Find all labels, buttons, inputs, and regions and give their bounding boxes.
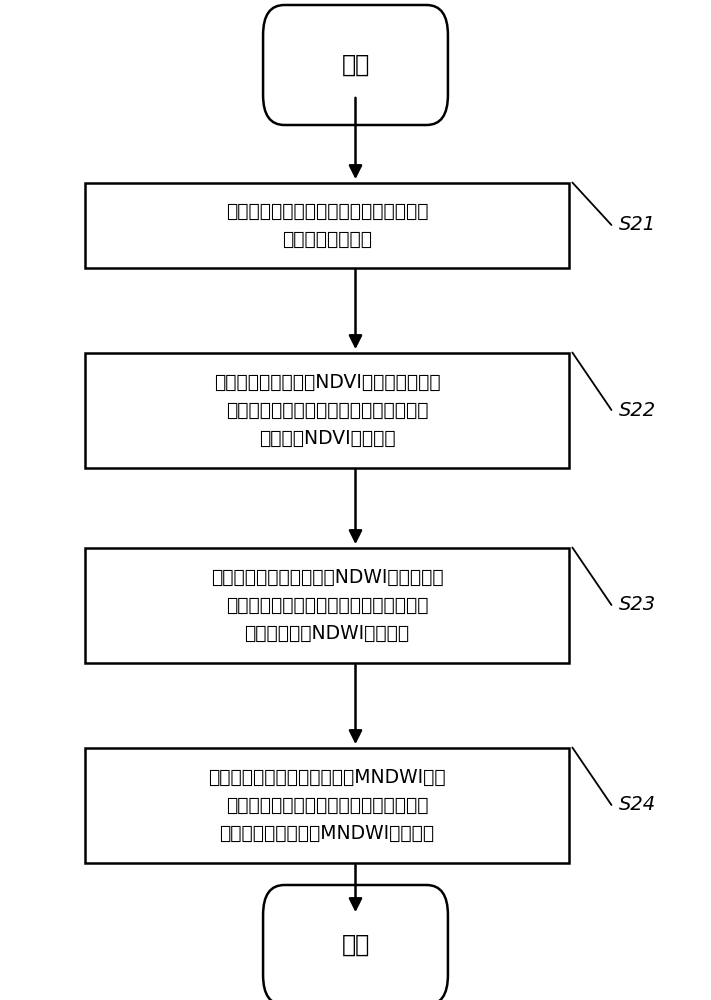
Text: 开始: 开始 — [341, 53, 370, 77]
Text: 根据归一化差异水体指数NDWI对校正后的
遥感影像数据进行水体信息归一化处理，
获得处理后的NDWI遥感数据: 根据归一化差异水体指数NDWI对校正后的 遥感影像数据进行水体信息归一化处理， … — [210, 568, 444, 643]
Text: 对遥感影像数据进行数据校正，获得校正
后的遥感影像数据: 对遥感影像数据进行数据校正，获得校正 后的遥感影像数据 — [226, 202, 428, 248]
Text: 根据修正归一化差异水体指数MNDWI对校
正后的遥感影像数据进行水体信息归一化
处理，获得处理后的MNDWI遥感数据: 根据修正归一化差异水体指数MNDWI对校 正后的遥感影像数据进行水体信息归一化 … — [208, 768, 446, 842]
Text: S24: S24 — [619, 796, 656, 814]
FancyBboxPatch shape — [263, 885, 448, 1000]
Text: S21: S21 — [619, 216, 656, 234]
FancyBboxPatch shape — [85, 748, 569, 862]
FancyBboxPatch shape — [263, 5, 448, 125]
FancyBboxPatch shape — [85, 548, 569, 662]
Text: S23: S23 — [619, 595, 656, 614]
FancyBboxPatch shape — [85, 353, 569, 468]
Text: 结束: 结束 — [341, 933, 370, 957]
FancyBboxPatch shape — [85, 182, 569, 267]
Text: S22: S22 — [619, 400, 656, 420]
Text: 根据归一化植被指数NDVI对校正后的遥感
影像数据进行植被信息归一化处理，获得
处理后的NDVI遥感数据: 根据归一化植被指数NDVI对校正后的遥感 影像数据进行植被信息归一化处理，获得 … — [214, 372, 440, 448]
